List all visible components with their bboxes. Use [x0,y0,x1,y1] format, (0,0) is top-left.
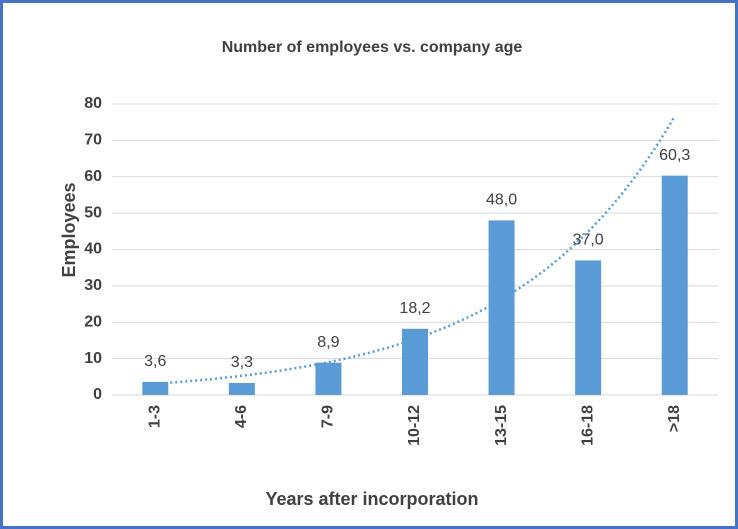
x-tick-label: 16-18 [579,405,596,446]
y-tick-label: 10 [84,350,102,367]
y-tick-label: 70 [84,132,102,149]
y-tick-label: 0 [93,386,102,403]
x-tick-label: 13-15 [493,405,510,446]
data-label: 3,6 [144,353,166,370]
y-tick-label: 30 [84,277,102,294]
x-tick-label: 4-6 [233,405,250,428]
x-axis-label: Years after incorporation [265,489,478,509]
bar [575,260,602,395]
x-tick-label: 1-3 [147,405,164,428]
bar [402,328,428,395]
data-label: 3,3 [231,354,253,371]
bar [142,381,169,395]
bar [661,175,688,395]
x-tick-label: 10-12 [406,405,423,446]
y-axis-label: Employees [59,182,79,277]
y-tick-label: 20 [84,313,102,330]
chart-title: Number of employees vs. company age [222,39,523,56]
y-tick-label: 40 [84,241,102,258]
bar [315,362,342,395]
bar [228,382,255,395]
y-tick-label: 50 [84,204,102,221]
x-tick-label: >18 [666,405,683,432]
y-tick-label: 80 [84,95,102,112]
data-label: 60,3 [659,147,690,164]
bar [488,220,515,395]
x-tick-label: 7-9 [320,405,337,428]
data-label: 8,9 [317,334,339,351]
y-tick-label: 60 [84,168,102,185]
data-label: 37,0 [573,232,604,249]
data-label: 48,0 [486,192,517,209]
data-label: 18,2 [399,300,430,317]
trendline [155,115,676,385]
